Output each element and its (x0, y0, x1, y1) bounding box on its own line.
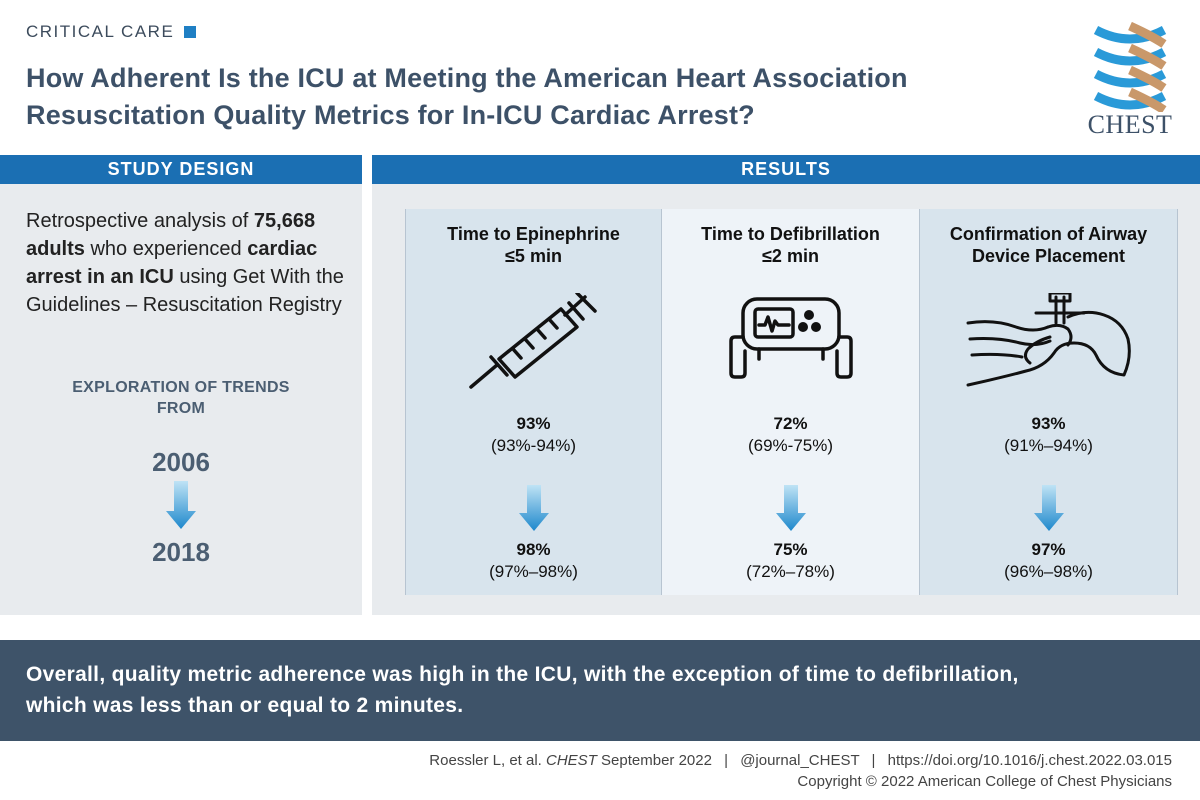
year-end: 2018 (152, 537, 210, 567)
airway-device-icon (966, 293, 1131, 387)
separator: | (871, 752, 876, 769)
page-title: How Adherent Is the ICU at Meeting the A… (26, 60, 1066, 134)
study-design-heading: STUDY DESIGN (0, 155, 362, 184)
trends-label-line-1: EXPLORATION OF TRENDS (72, 379, 290, 396)
metric-start-percent: 93% (516, 414, 551, 433)
metric-start-ci: (91%–94%) (1004, 436, 1093, 455)
metric-end-percent: 98% (516, 540, 551, 559)
syringe-icon (468, 293, 597, 389)
year-start: 2006 (152, 447, 210, 477)
citation-line: Roessler L, et al. CHEST September 2022 … (429, 750, 1172, 771)
metric-title: Confirmation of Airway Device Placement (920, 223, 1177, 267)
metric-start-value: 93% (91%–94%) (920, 413, 1177, 457)
design-text-3: using Get With the Guidelines – Resuscit… (26, 266, 344, 316)
metric-start-ci: (69%-75%) (747, 436, 834, 455)
defibrillator-icon (728, 297, 853, 379)
metric-end-ci: (96%–98%) (1004, 562, 1093, 581)
down-arrow-icon (518, 485, 549, 531)
copyright-text: Copyright © 2022 American College of Che… (797, 773, 1172, 790)
metric-title-line-2: ≤2 min (762, 246, 819, 266)
metric-end-value: 75% (72%–78%) (662, 539, 919, 583)
citation-date: September 2022 (596, 752, 712, 769)
metric-start-value: 72% (69%-75%) (662, 413, 919, 457)
design-text-1: Retrospective analysis of (26, 210, 254, 232)
chest-logo-text: CHEST (1087, 110, 1173, 139)
metric-start-percent: 72% (773, 414, 808, 433)
metric-end-percent: 75% (773, 540, 808, 559)
metric-start-percent: 93% (1031, 414, 1066, 433)
metric-end-ci: (72%–78%) (746, 562, 835, 581)
title-line-1: How Adherent Is the ICU at Meeting the A… (26, 63, 908, 93)
title-line-2: Resuscitation Quality Metrics for In-ICU… (26, 100, 755, 130)
metric-end-value: 97% (96%–98%) (920, 539, 1177, 583)
separator: | (724, 752, 729, 769)
study-design-description: Retrospective analysis of 75,668 adults … (26, 207, 346, 319)
section-label: CRITICAL CARE (26, 22, 197, 42)
results-panel: RESULTS Time to Epinephrine ≤5 min (372, 155, 1200, 615)
down-arrow-icon (775, 485, 806, 531)
design-text-2: who experienced (84, 238, 248, 260)
trends-label-line-2: FROM (156, 400, 206, 417)
conclusion-banner: Overall, quality metric adherence was hi… (0, 640, 1200, 741)
metric-airway-placement: Confirmation of Airway Device Placement (920, 209, 1178, 595)
results-columns: Time to Epinephrine ≤5 min 93% (93%-94%) (405, 209, 1200, 595)
citation-journal: CHEST (546, 752, 597, 769)
footer: Roessler L, et al. CHEST September 2022 … (429, 750, 1172, 792)
section-label-text: CRITICAL CARE (26, 22, 175, 41)
twitter-handle-link[interactable]: @journal_CHEST (740, 752, 860, 769)
chest-logo-mark-icon (1093, 21, 1167, 114)
results-heading: RESULTS (372, 155, 1200, 184)
metric-title-line-1: Time to Epinephrine (447, 224, 620, 244)
chest-logo: CHEST (1082, 21, 1178, 140)
study-design-panel: STUDY DESIGN Retrospective analysis of 7… (0, 155, 362, 615)
down-arrow-icon (166, 481, 196, 529)
metric-end-ci: (97%–98%) (489, 562, 578, 581)
metric-epinephrine: Time to Epinephrine ≤5 min 93% (93%-94%) (405, 209, 662, 595)
conclusion-line-1: Overall, quality metric adherence was hi… (26, 663, 1019, 686)
trends-label: EXPLORATION OF TRENDS FROM (0, 377, 362, 419)
design-bold-adults: 75,668 adults (26, 210, 316, 260)
metric-title-line-2: ≤5 min (505, 246, 562, 266)
citation-authors: Roessler L, et al. (429, 752, 547, 769)
doi-link[interactable]: https://doi.org/10.1016/j.chest.2022.03.… (887, 752, 1172, 769)
metric-end-value: 98% (97%–98%) (406, 539, 661, 583)
down-arrow-icon (1033, 485, 1064, 531)
section-square-icon (184, 26, 197, 38)
metric-title: Time to Defibrillation ≤2 min (662, 223, 919, 267)
metric-start-value: 93% (93%-94%) (406, 413, 661, 457)
metric-title-line-1: Time to Defibrillation (701, 224, 880, 244)
conclusion-line-2: which was less than or equal to 2 minute… (26, 694, 464, 717)
metric-defibrillation: Time to Defibrillation ≤2 min (662, 209, 920, 595)
metric-title: Time to Epinephrine ≤5 min (406, 223, 661, 267)
metric-end-percent: 97% (1031, 540, 1066, 559)
metric-start-ci: (93%-94%) (490, 436, 577, 455)
metric-title-line-2: Device Placement (971, 246, 1126, 266)
metric-title-line-1: Confirmation of Airway (949, 224, 1148, 244)
design-bold-arrest: cardiac arrest in an ICU (26, 238, 318, 288)
